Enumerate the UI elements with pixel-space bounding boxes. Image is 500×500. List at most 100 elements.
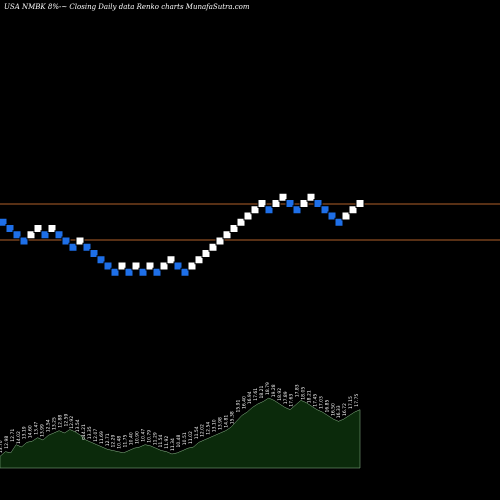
volume-value-label: 12.54 — [206, 422, 212, 435]
volume-value-label: 14.60 — [28, 425, 34, 438]
volume-value-label: 10.48 — [176, 434, 182, 447]
renko-brick-up — [250, 205, 260, 215]
renko-brick-down — [180, 267, 190, 277]
renko-brick-up — [222, 230, 232, 240]
volume-value-label: 11.54 — [158, 434, 164, 447]
renko-brick-down — [19, 236, 29, 246]
volume-value-label: 10.47 — [140, 429, 146, 442]
renko-brick-down — [320, 205, 330, 215]
volume-value-label: 13.98 — [218, 417, 224, 430]
renko-brick-down — [103, 261, 113, 271]
renko-brick-up — [201, 249, 211, 258]
renko-brick-up — [341, 211, 351, 221]
volume-value-label: 17.89 — [283, 391, 289, 404]
volume-value-label: 18.05 — [301, 387, 307, 400]
volume-value-label: 12.59 — [63, 413, 69, 426]
volume-value-label: 13.25 — [51, 417, 57, 430]
volume-value-label: 16.85 — [324, 399, 330, 412]
renko-brick-down — [40, 230, 50, 240]
volume-value-label: 18.79 — [265, 382, 271, 395]
chart-title: USA NMBK 8%-~ Closing Daily data Renko c… — [4, 3, 250, 11]
volume-value-label: 17.15 — [348, 396, 354, 409]
volume-area — [0, 397, 361, 469]
renko-brick-up — [166, 255, 176, 265]
renko-brick-up — [243, 211, 253, 221]
volume-value-label: 13.70 — [0, 440, 4, 453]
volume-value-label: 12.54 — [46, 419, 52, 432]
volume-value-label: 12.88 — [57, 415, 63, 428]
renko-brick-down — [61, 236, 71, 246]
renko-brick-up — [278, 192, 288, 202]
renko-brick-up — [348, 205, 358, 215]
volume-value-label: 14.81 — [224, 415, 230, 428]
volume-value-label: 13.47 — [34, 422, 40, 435]
volume-value-label: 11.69 — [99, 431, 105, 444]
volume-value-label: 18.21 — [259, 385, 265, 398]
volume-value-label: 17.83 — [295, 384, 301, 397]
volume-value-label: 11.02 — [188, 431, 194, 444]
volume-value-label: 12.71 — [105, 433, 111, 446]
renko-brick-down — [313, 199, 323, 208]
renko-brick-up — [194, 255, 204, 265]
volume-value-label: 11.75 — [123, 434, 129, 447]
renko-brick-down — [327, 211, 337, 221]
renko-brick-up — [131, 261, 141, 271]
renko-brick-up — [229, 224, 239, 233]
renko-brick-up — [236, 217, 246, 227]
volume-marker-label: 0 — [82, 436, 85, 442]
renko-brick-down — [5, 224, 15, 233]
renko-brick-up — [26, 230, 36, 240]
volume-value-label: 13.99 — [40, 424, 46, 437]
renko-brick-up — [47, 224, 57, 233]
volume-value-label: 10.90 — [135, 431, 141, 444]
renko-brick-down — [82, 242, 92, 252]
volume-value-label: 13.54 — [75, 419, 81, 432]
volume-value-label: 15.91 — [235, 399, 241, 412]
renko-brick-up — [271, 199, 281, 208]
volume-value-label: 17.03 — [318, 396, 324, 409]
renko-brick-up — [355, 199, 365, 208]
volume-value-label: 19.28 — [271, 384, 277, 397]
volume-value-label: 11.54 — [194, 426, 200, 439]
volume-value-label: 17.63 — [289, 394, 295, 407]
renko-brick-down — [68, 242, 78, 252]
volume-value-label: 12.98 — [4, 436, 10, 449]
renko-brick-down — [89, 249, 99, 258]
volume-value-label: 12.29 — [111, 434, 117, 447]
renko-brick-down — [124, 267, 134, 277]
volume-value-label: 16.94 — [247, 391, 253, 404]
renko-brick-down — [12, 230, 22, 240]
renko-brick-down — [264, 205, 274, 215]
volume-value-label: 11.92 — [164, 436, 170, 449]
volume-value-label: 13.35 — [87, 426, 93, 439]
renko-brick-up — [257, 199, 267, 208]
renko-brick-down — [54, 230, 64, 240]
volume-value-label: 10.40 — [129, 432, 135, 445]
renko-brick-up — [75, 236, 85, 246]
volume-value-label: 13.10 — [212, 419, 218, 432]
renko-brick-up — [117, 261, 127, 271]
volume-value-label: 17.75 — [354, 394, 360, 407]
volume-value-label: 16.72 — [342, 403, 348, 416]
renko-brick-down — [334, 217, 344, 227]
volume-value-label: 10.79 — [146, 430, 152, 443]
volume-value-label: 14.21 — [81, 424, 87, 437]
volume-value-label: 12.07 — [93, 429, 99, 442]
volume-value-label: 12.92 — [69, 416, 75, 429]
renko-brick-down — [285, 199, 295, 208]
volume-value-label: 10.51 — [182, 432, 188, 445]
volume-value-label: 18.92 — [277, 388, 283, 401]
renko-brick-down — [292, 205, 302, 215]
renko-brick-up — [33, 224, 43, 233]
renko-brick-down — [173, 261, 183, 271]
renko-brick-up — [306, 192, 316, 202]
renko-brick-down — [152, 267, 162, 277]
renko-brick-up — [159, 261, 169, 271]
renko-brick-down — [138, 267, 148, 277]
volume-value-label: 15.38 — [229, 411, 235, 424]
volume-value-label: 10.48 — [117, 436, 123, 449]
volume-value-label: 11.29 — [152, 432, 158, 445]
volume-value-label: 18.21 — [307, 390, 313, 403]
volume-value-label: 16.50 — [330, 403, 336, 416]
